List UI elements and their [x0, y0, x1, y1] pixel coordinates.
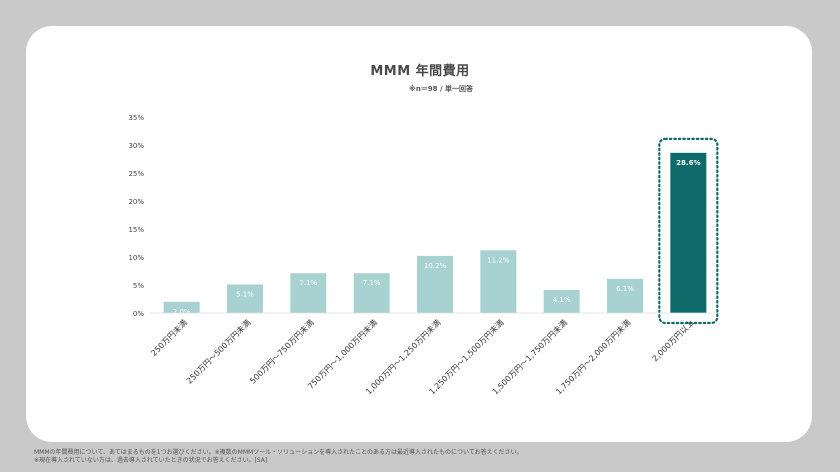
y-tick-label: 30%	[128, 142, 144, 150]
bar	[353, 273, 390, 313]
x-tick-label: 2,000万円以上	[651, 318, 696, 363]
x-tick-label: 250万円未満	[149, 317, 190, 358]
x-tick-label: 250万円～500万円未満	[184, 317, 252, 385]
data-label: 6.1%	[616, 285, 634, 293]
x-tick-label: 1,750万円～2,000万円未満	[553, 317, 632, 396]
data-label: 10.2%	[424, 262, 447, 270]
bar	[607, 278, 643, 313]
x-tick-label: 750万円～1,000万円未満	[305, 317, 379, 391]
y-tick-label: 0%	[133, 310, 144, 318]
y-tick-label: 15%	[128, 226, 144, 234]
x-tick-label: 500万円～750万円未満	[247, 317, 315, 385]
data-label: 28.6%	[676, 159, 700, 167]
y-tick-label: 10%	[128, 254, 144, 262]
bar	[290, 273, 327, 313]
y-tick-label: 25%	[128, 170, 144, 178]
data-label: 5.1%	[236, 290, 254, 298]
bar	[417, 255, 453, 313]
bar	[227, 284, 263, 313]
y-tick-label: 35%	[128, 114, 144, 122]
chart-title: MMM 年間費用	[370, 64, 470, 79]
chart-subtitle: ※n＝98 / 単一回答	[409, 85, 473, 93]
data-label: 2.0%	[173, 308, 191, 316]
data-label: 7.1%	[299, 279, 317, 287]
x-tick-label: 1,000万円～1,250万円未満	[363, 317, 442, 396]
footnote-line-2: ※現在導入されていない方は、過去導入されていたときの状況でお答えください。[SA…	[34, 457, 268, 464]
bar	[163, 301, 200, 313]
bar	[480, 250, 517, 313]
highlight-frame	[658, 137, 719, 325]
y-tick-label: 5%	[133, 282, 144, 290]
x-tick-label: 1,250万円～1,500万円未満	[427, 317, 506, 396]
data-label: 7.1%	[363, 279, 381, 287]
data-label: 4.1%	[553, 296, 571, 304]
bar	[543, 290, 580, 313]
data-label: 11.2%	[487, 256, 510, 264]
y-tick-label: 20%	[128, 198, 144, 206]
x-tick-label: 1,500万円～1,750万円未満	[490, 317, 569, 396]
footnote-line-1: MMMの年間費用について、あてはまるものを1つお選びください。※複数のMMMツー…	[34, 449, 523, 456]
bar	[670, 152, 707, 313]
